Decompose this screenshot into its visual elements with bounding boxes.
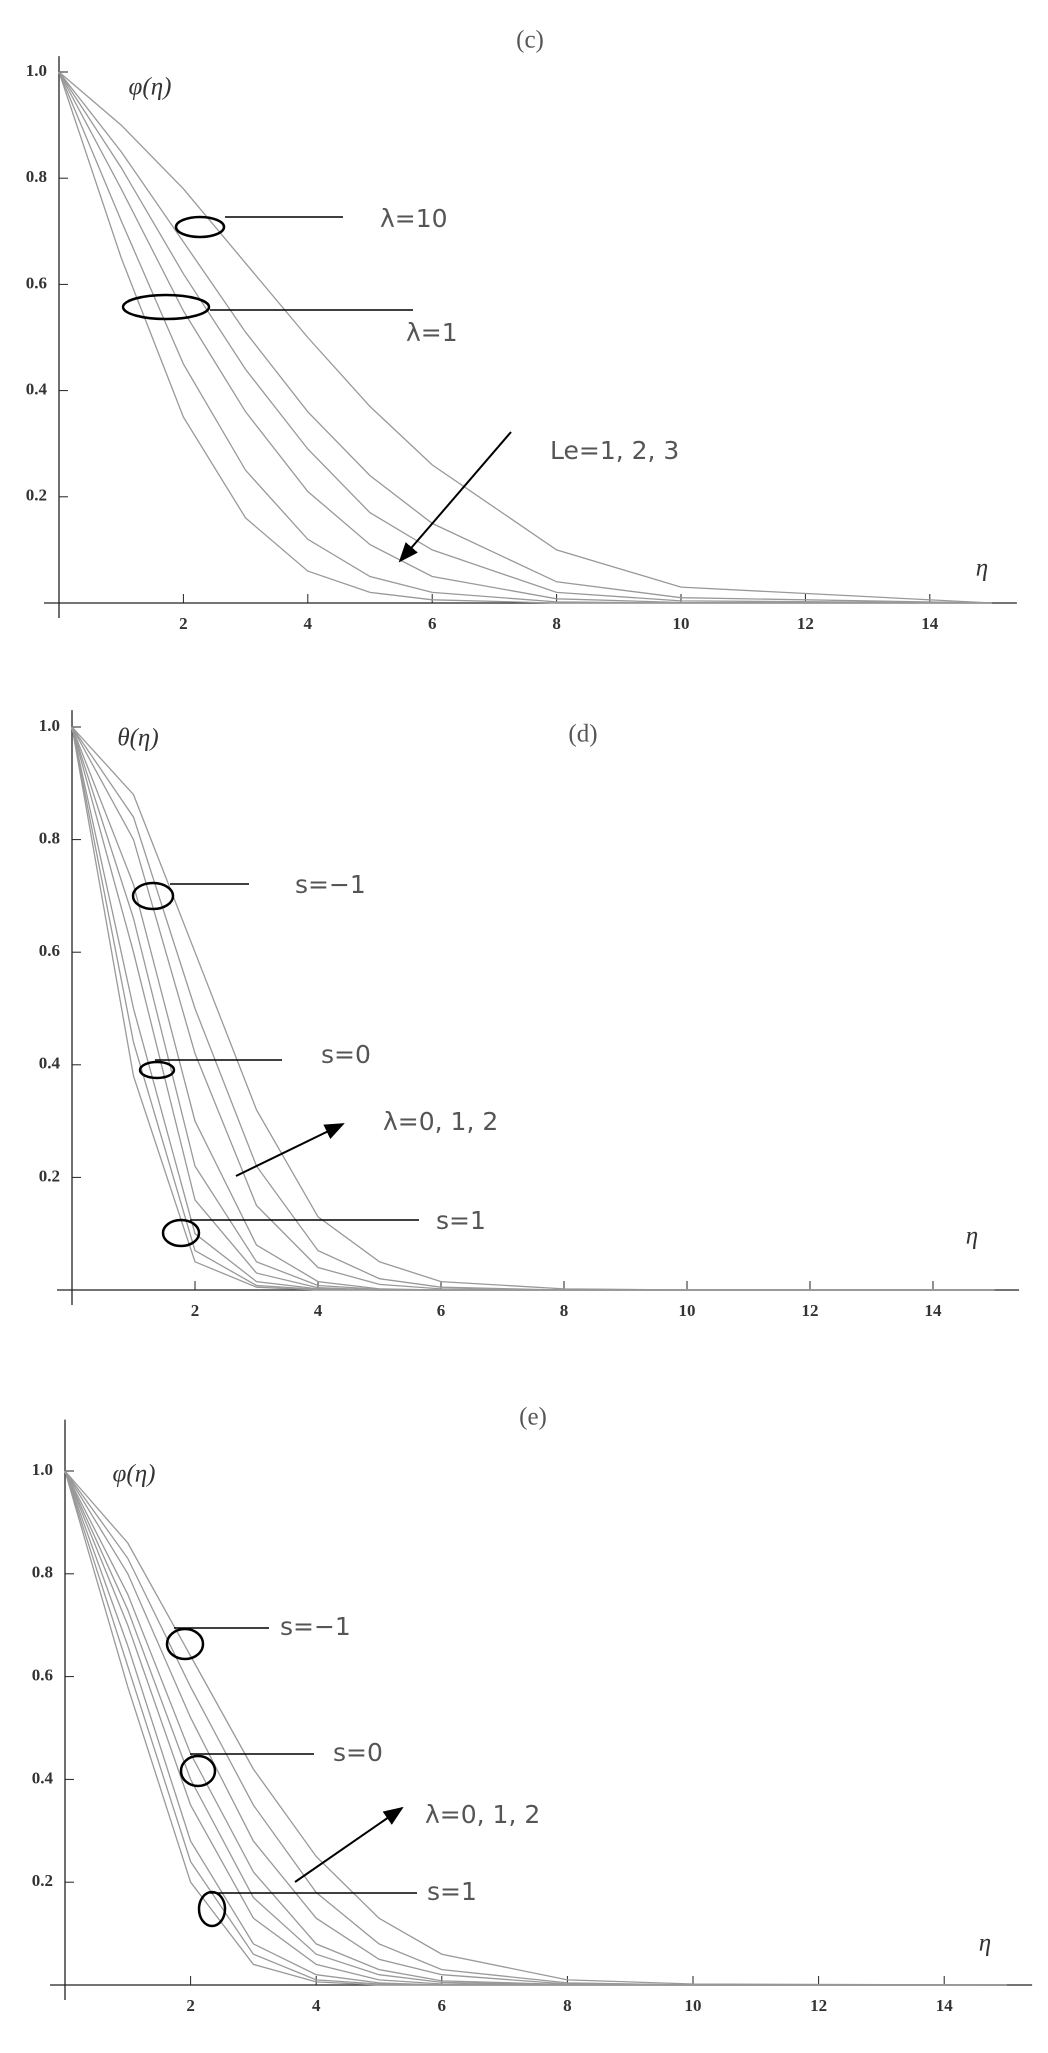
curve — [71, 726, 995, 1291]
annotation: λ=10 — [380, 204, 448, 233]
curve — [64, 1470, 1007, 1986]
x-tick-label: 12 — [802, 1301, 819, 1320]
x-tick-label: 10 — [679, 1301, 696, 1320]
callout-ellipse — [174, 215, 226, 239]
curve — [64, 1470, 1007, 1986]
callout-ellipse — [165, 1627, 205, 1661]
x-tick-label: 10 — [673, 614, 690, 633]
curve — [71, 726, 995, 1291]
callout-ellipse — [131, 881, 175, 911]
curve — [58, 71, 993, 604]
x-tick-label: 2 — [191, 1301, 200, 1320]
x-axis-label: η — [979, 1930, 991, 1957]
y-tick-label: 0.2 — [39, 1166, 60, 1185]
curve — [71, 726, 995, 1291]
y-axis-label: φ(η) — [113, 1461, 156, 1488]
x-tick-label: 8 — [563, 1996, 572, 2015]
curve — [64, 1470, 1007, 1986]
curve — [71, 726, 995, 1291]
callout-ellipse — [161, 1218, 201, 1248]
chart-title: (c) — [516, 27, 544, 54]
callout-ellipse — [197, 1890, 227, 1928]
y-tick-label: 0.4 — [39, 1054, 61, 1073]
annotation: s=0 — [321, 1040, 371, 1069]
curve — [58, 71, 992, 604]
curve — [64, 1470, 1007, 1986]
annotation: s=1 — [427, 1877, 477, 1906]
x-tick-label: 12 — [797, 614, 814, 633]
curve — [64, 1470, 1007, 1986]
x-tick-label: 10 — [685, 1996, 702, 2015]
x-tick-label: 14 — [925, 1301, 943, 1320]
x-tick-label: 4 — [314, 1301, 323, 1320]
curve — [64, 1470, 1007, 1986]
curve — [58, 71, 992, 604]
y-tick-label: 0.8 — [39, 829, 60, 848]
y-tick-label: 0.6 — [32, 1666, 53, 1685]
x-tick-label: 6 — [437, 1301, 446, 1320]
y-tick-label: 0.4 — [32, 1768, 54, 1787]
x-tick-label: 8 — [560, 1301, 569, 1320]
arrow — [294, 1806, 404, 1883]
curve — [64, 1470, 1007, 1986]
callout-ellipse — [138, 1060, 176, 1080]
x-axis-label: η — [976, 555, 988, 582]
arrow — [235, 1123, 345, 1177]
y-tick-label: 0.8 — [26, 167, 47, 186]
x-tick-label: 4 — [304, 614, 313, 633]
y-axis-label: φ(η) — [129, 74, 172, 101]
curve — [58, 71, 993, 604]
curve — [71, 726, 995, 1291]
y-axis-label: θ(η) — [117, 725, 158, 752]
arrow — [398, 431, 512, 563]
curve — [71, 726, 995, 1291]
y-tick-label: 0.6 — [26, 273, 47, 292]
curve — [64, 1470, 1008, 1986]
curve — [58, 71, 993, 604]
annotation: s=1 — [436, 1206, 486, 1235]
x-tick-label: 6 — [438, 1996, 447, 2015]
curve — [71, 726, 995, 1291]
curve — [71, 726, 995, 1291]
curve — [64, 1470, 1007, 1986]
y-tick-label: 0.2 — [32, 1871, 53, 1890]
chart-title: (d) — [568, 721, 597, 748]
y-tick-label: 0.6 — [39, 941, 60, 960]
x-tick-label: 8 — [552, 614, 561, 633]
annotation: λ=0, 1, 2 — [383, 1107, 498, 1136]
curve — [71, 726, 995, 1291]
x-axis-label: η — [966, 1223, 978, 1250]
annotation: s=0 — [333, 1738, 383, 1767]
x-tick-label: 12 — [810, 1996, 827, 2015]
curve — [58, 71, 993, 604]
y-tick-label: 1.0 — [39, 716, 60, 735]
x-tick-label: 14 — [936, 1996, 954, 2015]
y-tick-label: 1.0 — [26, 61, 47, 80]
x-tick-label: 4 — [312, 1996, 321, 2015]
x-tick-label: 14 — [921, 614, 939, 633]
y-tick-label: 0.4 — [26, 380, 48, 399]
annotation: λ=1 — [406, 318, 458, 347]
y-tick-label: 1.0 — [32, 1460, 53, 1479]
x-tick-label: 6 — [428, 614, 437, 633]
y-tick-label: 0.2 — [26, 486, 47, 505]
x-tick-label: 2 — [179, 614, 188, 633]
callout-ellipse — [179, 1754, 217, 1788]
chart-title: (e) — [519, 1404, 547, 1431]
y-tick-label: 0.8 — [32, 1563, 53, 1582]
annotation: λ=0, 1, 2 — [425, 1800, 540, 1829]
callout-ellipse — [121, 293, 211, 321]
annotation: Le=1, 2, 3 — [550, 436, 679, 465]
annotation: s=−1 — [295, 870, 366, 899]
x-tick-label: 2 — [186, 1996, 195, 2015]
annotation: s=−1 — [280, 1612, 351, 1641]
